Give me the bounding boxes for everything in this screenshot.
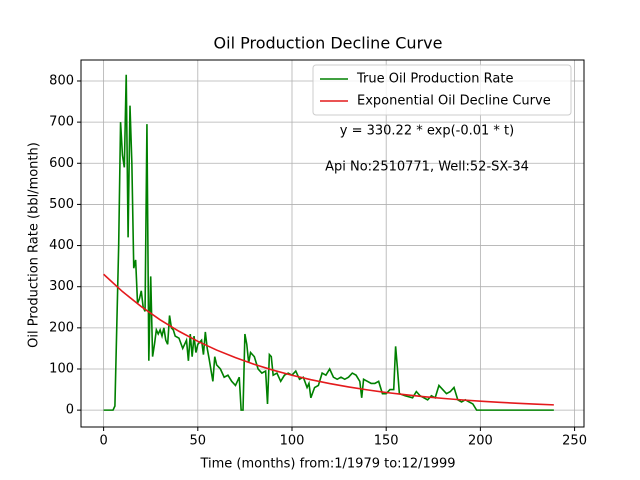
x-axis-label: Time (months) from:1/1979 to:12/1999 — [199, 457, 455, 472]
y-tick-label: 800 — [49, 73, 74, 88]
data-line — [103, 74, 554, 411]
legend-label: Exponential Oil Decline Curve — [357, 94, 551, 109]
legend-box — [312, 64, 572, 116]
y-tick-label: 100 — [49, 361, 74, 376]
data-line — [103, 273, 554, 406]
plot-frame — [80, 59, 585, 428]
y-tick-label: 700 — [49, 115, 74, 130]
x-tick-label: 0 — [99, 434, 107, 449]
y-tick-label: 600 — [49, 156, 74, 171]
x-tick-label: 250 — [562, 434, 587, 449]
x-tick-label: 50 — [190, 434, 207, 449]
y-axis-label: Oil Production Rate (bbl/month) — [27, 142, 42, 348]
x-tick-label: 100 — [280, 434, 305, 449]
y-tick-label: 500 — [49, 197, 74, 212]
chart-title: Oil Production Decline Curve — [214, 34, 443, 53]
x-tick-label: 150 — [374, 434, 399, 449]
annotation: y = 330.22 * exp(-0.01 * t) — [340, 124, 514, 139]
annotation: Api No:2510771, Well:52-SX-34 — [325, 160, 529, 175]
y-tick-label: 0 — [66, 403, 74, 418]
y-tick-label: 300 — [49, 279, 74, 294]
x-tick-label: 200 — [468, 434, 493, 449]
y-tick-label: 200 — [49, 320, 74, 335]
y-tick-label: 400 — [49, 238, 74, 253]
legend-label: True Oil Production Rate — [356, 72, 513, 87]
